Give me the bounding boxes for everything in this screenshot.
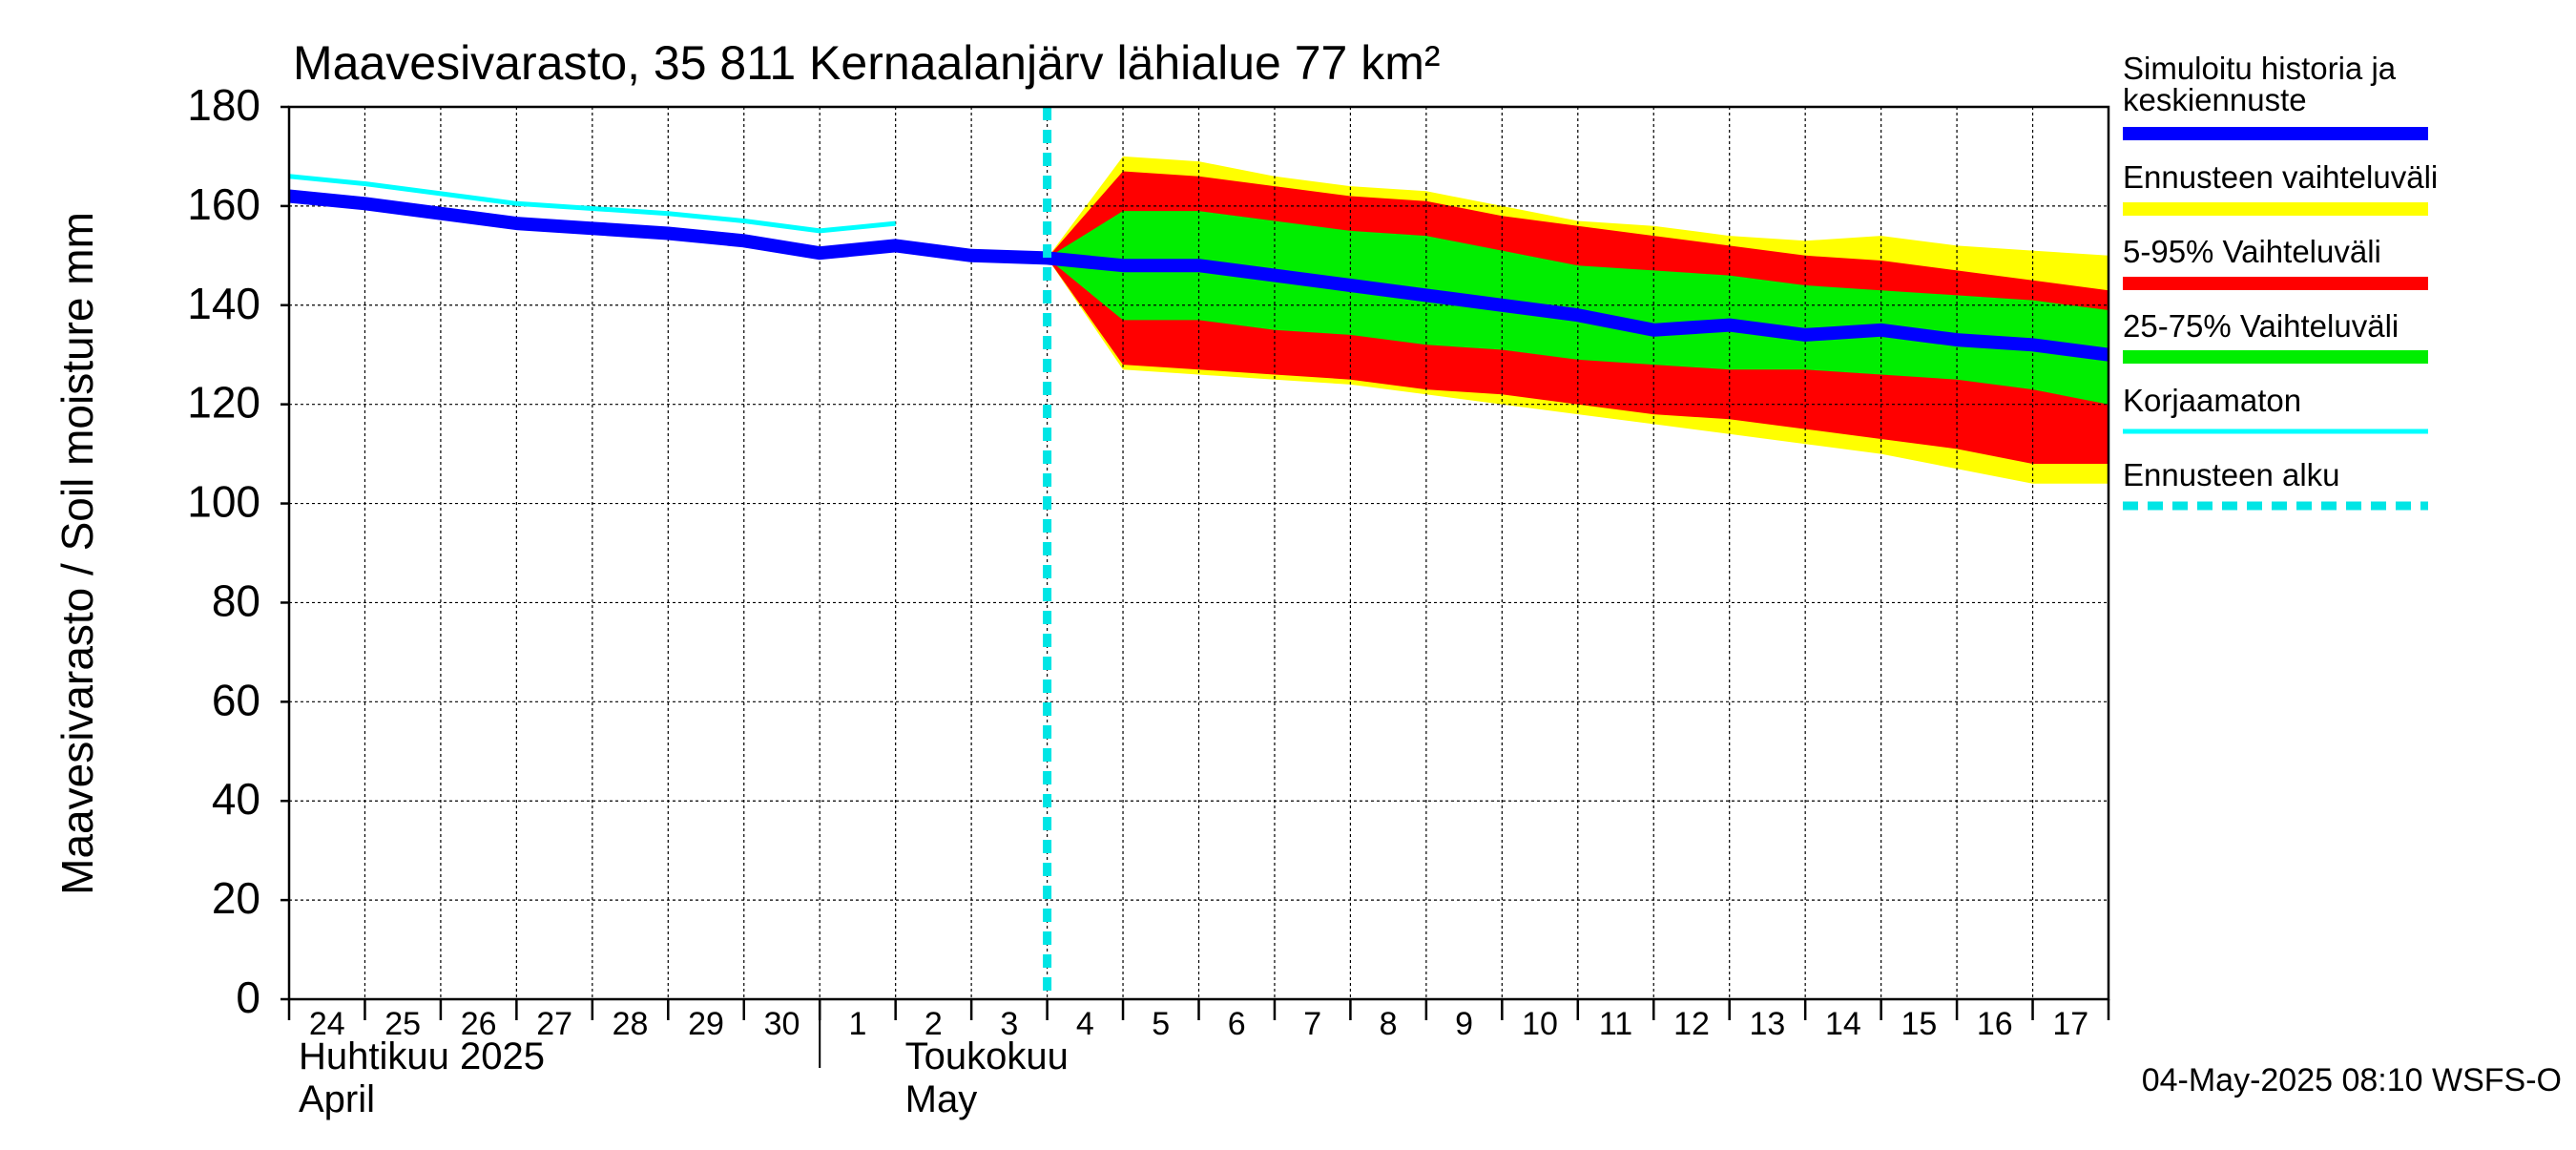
x-tick-label-27: 27 [536,1006,572,1042]
y-tick-label-120: 120 [187,378,260,428]
y-tick-label-140: 140 [187,279,260,328]
month-label-en-0: April [299,1078,375,1120]
x-tick-label-12: 12 [1673,1006,1710,1042]
y-tick-label-100: 100 [187,477,260,527]
x-tick-label-30: 30 [764,1006,800,1042]
x-tick-label-17: 17 [2052,1006,2088,1042]
x-tick-label-5: 5 [1152,1006,1170,1042]
x-tick-label-14: 14 [1825,1006,1861,1042]
legend-label-5: Ennusteen alku [2123,457,2340,492]
x-tick-label-6: 6 [1228,1006,1246,1042]
x-tick-label-4: 4 [1076,1006,1094,1042]
legend-label-2: 5-95% Vaihteluväli [2123,234,2381,269]
x-tick-label-11: 11 [1599,1006,1632,1042]
month-label-en-1: May [905,1078,978,1120]
uncorrected-line [288,174,896,234]
x-tick-label-1: 1 [848,1006,866,1042]
y-tick-label-40: 40 [212,774,260,824]
y-tick-label-180: 180 [187,80,260,130]
y-tick-label-80: 80 [212,575,260,625]
x-tick-label-16: 16 [1977,1006,2013,1042]
x-tick-label-13: 13 [1750,1006,1786,1042]
month-label-fi-1: Toukokuu [905,1035,1069,1077]
x-tick-label-9: 9 [1455,1006,1473,1042]
legend-label-0-0: Simuloitu historia ja [2123,51,2397,86]
median-line [288,189,2109,362]
x-tick-label-10: 10 [1522,1006,1558,1042]
x-tick-label-24: 24 [309,1006,345,1042]
x-tick-label-7: 7 [1303,1006,1321,1042]
y-tick-label-160: 160 [187,179,260,229]
y-axis-label: Maavesivarasto / Soil moisture mm [52,212,102,895]
x-tick-label-29: 29 [688,1006,724,1042]
x-tick-label-15: 15 [1901,1006,1937,1042]
x-tick-label-8: 8 [1380,1006,1398,1042]
x-tick-label-2: 2 [924,1006,943,1042]
chart-title: Maavesivarasto, 35 811 Kernaalanjärv läh… [293,36,1441,90]
y-tick-label-60: 60 [212,675,260,724]
legend-label-4: Korjaamaton [2123,383,2301,418]
y-tick-label-20: 20 [212,873,260,923]
x-tick-label-28: 28 [613,1006,649,1042]
legend-label-3: 25-75% Vaihteluväli [2123,308,2399,344]
x-tick-label-3: 3 [1000,1006,1018,1042]
month-label-fi-0: Huhtikuu 2025 [299,1035,545,1077]
x-tick-label-26: 26 [461,1006,497,1042]
legend-label-1: Ennusteen vaihteluväli [2123,159,2438,195]
x-tick-label-25: 25 [384,1006,421,1042]
y-tick-label-0: 0 [236,972,260,1022]
legend-label-0-1: keskiennuste [2123,82,2307,117]
timestamp-footer: 04-May-2025 08:10 WSFS-O [2142,1062,2562,1098]
